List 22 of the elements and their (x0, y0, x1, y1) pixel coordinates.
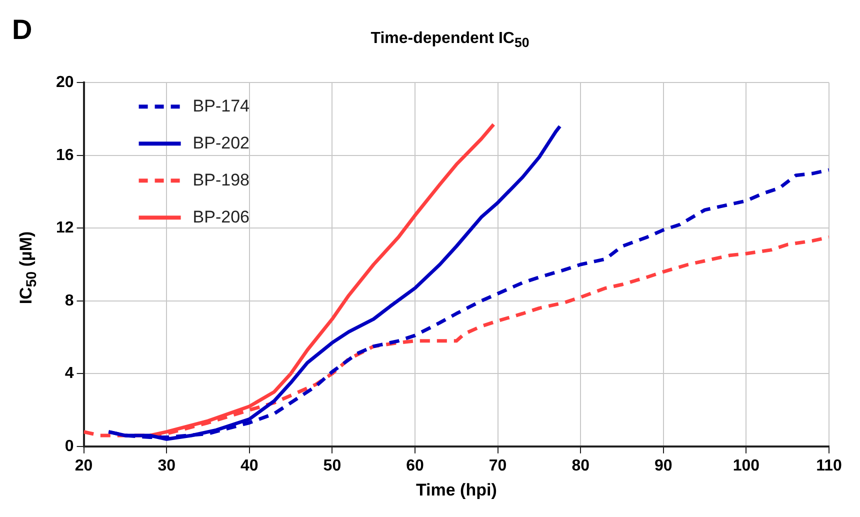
x-tick-label: 100 (732, 457, 760, 474)
y-tick-label: 16 (56, 146, 74, 164)
y-tick-label: 4 (64, 365, 74, 382)
x-tick-label: 50 (323, 457, 342, 474)
chart-title: Time-dependent IC$_{50}$ (370, 30, 530, 50)
y-tick-label: 12 (56, 220, 74, 237)
x-axis-title: Time (hpi) (416, 480, 497, 500)
y-tick-label: 8 (64, 292, 74, 310)
x-tick-label: 70 (488, 457, 507, 474)
y-tick-label: 0 (64, 438, 74, 455)
y-tick-label: 20 (56, 74, 74, 92)
legend-label: BP-206 (192, 207, 250, 226)
text: D (12, 14, 32, 46)
legend-label: BP-174 (192, 96, 250, 116)
x-tick-label: 40 (240, 457, 258, 474)
x-tick-label: 80 (572, 457, 590, 474)
x-tick-label: 110 (816, 457, 842, 474)
legend-label: BP-202 (192, 133, 250, 152)
legend-label: BP-198 (192, 170, 250, 190)
x-tick-label: 30 (158, 457, 176, 474)
x-tick-label: 60 (406, 457, 424, 474)
x-tick-label: 90 (654, 457, 672, 474)
